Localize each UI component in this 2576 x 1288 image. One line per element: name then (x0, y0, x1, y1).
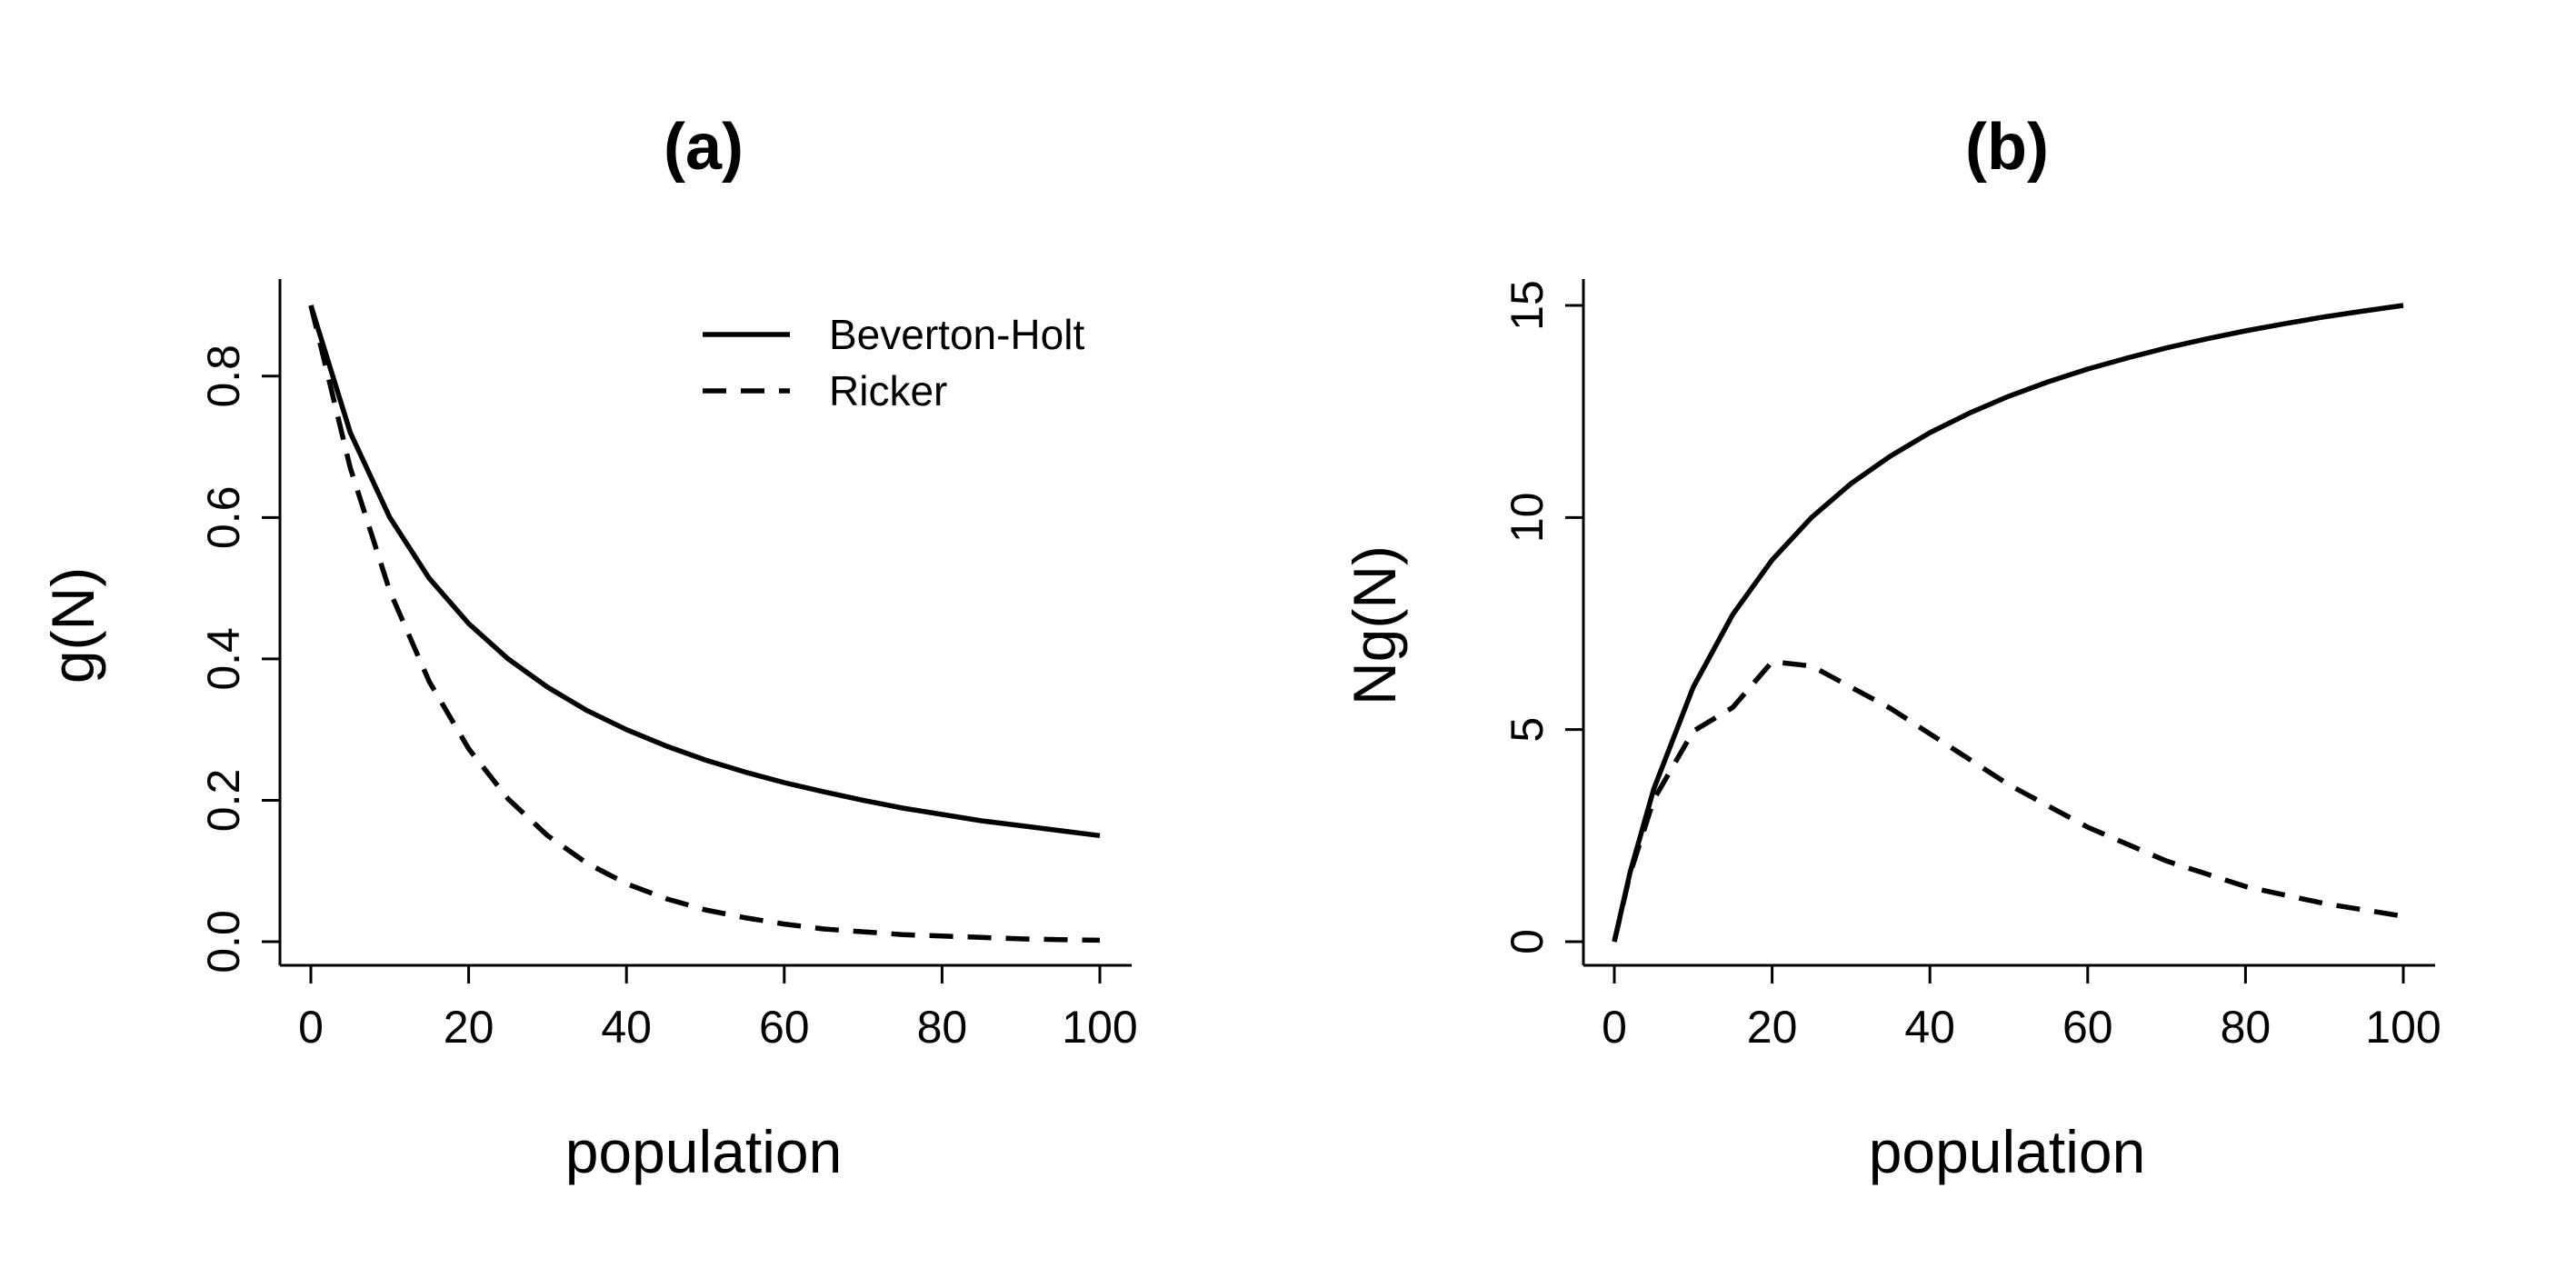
x-tick-label: 100 (2365, 1002, 2441, 1053)
panel-a-legend: Beverton-Holt Ricker (703, 311, 1084, 414)
panel-a-x-axis-title: population (565, 1118, 843, 1185)
x-tick-label: 20 (444, 1002, 494, 1053)
series-line-dashed (1612, 659, 2404, 943)
x-tick-label: 80 (917, 1002, 968, 1053)
y-tick-label: 15 (1502, 280, 1553, 331)
panel-b-axes (1582, 279, 2435, 967)
panel-b: (b) 0 20 40 60 80 100 0 5 10 15 population Ng(N) (1341, 111, 2441, 1185)
x-tick-label: 40 (1904, 1002, 1955, 1053)
series-line-solid (1612, 303, 2404, 943)
x-tick-label: 60 (759, 1002, 810, 1053)
y-tick-label: 10 (1502, 493, 1553, 544)
panel-b-x-ticks: 0 20 40 60 80 100 (1602, 965, 2441, 1053)
panel-b-plot-area (1612, 303, 2404, 943)
legend-label-beverton-holt: Beverton-Holt (829, 311, 1084, 358)
y-tick-label: 5 (1502, 717, 1553, 743)
y-tick-label: 0.2 (198, 769, 249, 833)
y-tick-label: 0.6 (198, 486, 249, 550)
panel-a-title: (a) (664, 111, 744, 184)
x-tick-label: 0 (298, 1002, 324, 1053)
x-tick-label: 40 (601, 1002, 652, 1053)
panel-a-plot-area (308, 305, 1101, 944)
panel-a-axes (278, 279, 1132, 967)
y-tick-label: 0.8 (198, 344, 249, 408)
x-tick-label: 60 (2062, 1002, 2113, 1053)
panel-a: (a) 0 20 40 60 80 100 0.0 0.2 0.4 0.6 0.8 populat… (39, 111, 1138, 1185)
x-tick-label: 80 (2221, 1002, 2271, 1053)
series-line-beverton-holt (308, 305, 1101, 839)
y-tick-label: 0.0 (198, 910, 249, 973)
panel-b-title: (b) (1965, 111, 2049, 184)
x-tick-label: 0 (1602, 1002, 1627, 1053)
x-tick-label: 20 (1747, 1002, 1798, 1053)
y-tick-label: 0 (1502, 929, 1553, 954)
y-tick-label: 0.4 (198, 627, 249, 691)
panel-a-x-ticks: 0 20 40 60 80 100 (298, 965, 1138, 1053)
panel-b-y-ticks: 0 5 10 15 (1502, 280, 1583, 954)
x-tick-label: 100 (1062, 1002, 1137, 1053)
panel-a-y-ticks: 0.0 0.2 0.4 0.6 0.8 (198, 344, 280, 973)
panel-b-x-axis-title: population (1869, 1118, 2146, 1185)
panel-b-y-axis-title: Ng(N) (1341, 545, 1408, 705)
panel-a-y-axis-title: g(N) (39, 567, 106, 684)
series-line-ricker (308, 305, 1101, 944)
legend-label-ricker: Ricker (829, 367, 947, 414)
